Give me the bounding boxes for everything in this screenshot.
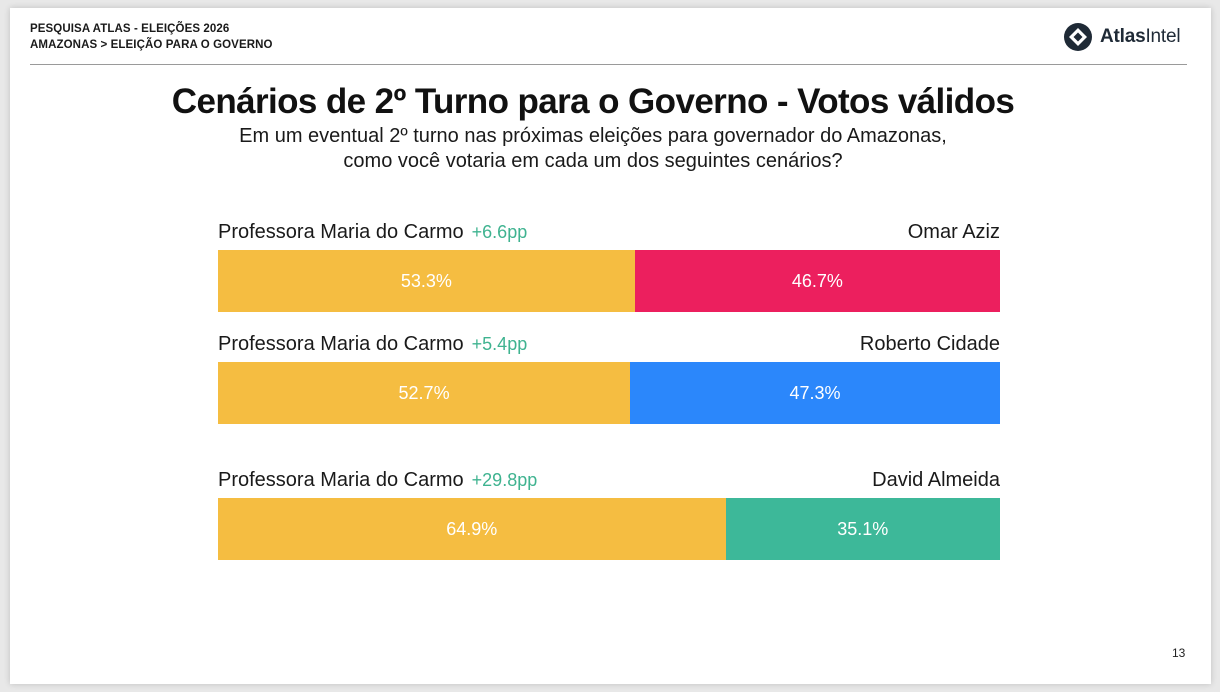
page-number: 13 [1172, 646, 1186, 660]
bar-segment-left: 53.3% [218, 250, 635, 312]
margin-label: +6.6pp [471, 222, 528, 242]
left-candidate-name: Professora Maria do Carmo [218, 333, 464, 355]
margin-label: +5.4pp [471, 334, 528, 354]
bar-segment-right: 47.3% [630, 362, 1000, 424]
scenario-david-almeida: Professora Maria do Carmo +29.8pp David A… [218, 468, 1000, 560]
margin-label: +29.8pp [471, 470, 538, 490]
right-candidate-name: David Almeida [872, 469, 1000, 491]
left-candidate-label: Professora Maria do Carmo +5.4pp [218, 333, 527, 356]
stacked-bar: 52.7% 47.3% [218, 362, 1000, 424]
atlasintel-logo: AtlasIntel [1063, 21, 1181, 53]
scenario-labels: Professora Maria do Carmo +6.6pp Omar Azi… [218, 220, 1000, 246]
left-candidate-label: Professora Maria do Carmo +6.6pp [218, 221, 527, 244]
left-candidate-name: Professora Maria do Carmo [218, 221, 464, 243]
bar-value-left: 52.7% [398, 382, 450, 403]
bar-segment-left: 52.7% [218, 362, 631, 424]
bar-segment-left: 64.9% [218, 498, 726, 560]
logo-text-regular: Intel [1145, 26, 1181, 47]
bar-segment-right: 35.1% [725, 498, 1000, 560]
subtitle-line-1: Em um eventual 2º turno nas próximas ele… [239, 125, 947, 147]
logo-text-bold: Atlas [1100, 26, 1146, 47]
atlasintel-diamond-icon [1064, 23, 1092, 51]
bar-value-right: 47.3% [789, 382, 841, 403]
subtitle-line-2: como você votaria em cada um dos seguint… [343, 150, 843, 172]
chart-title: Cenários de 2º Turno para o Governo - Vo… [171, 82, 1015, 121]
breadcrumb: AMAZONAS > ELEIÇÃO PARA O GOVERNO [30, 39, 273, 51]
left-candidate-label: Professora Maria do Carmo +29.8pp [218, 469, 537, 492]
bar-value-right: 46.7% [791, 270, 843, 291]
scenario-roberto-cidade: Professora Maria do Carmo +5.4pp Roberto … [218, 332, 1000, 424]
survey-name: PESQUISA ATLAS - ELEIÇÕES 2026 [30, 23, 230, 35]
slide: PESQUISA ATLAS - ELEIÇÕES 2026 AMAZONAS … [10, 8, 1211, 684]
scenario-labels: Professora Maria do Carmo +5.4pp Roberto … [218, 332, 1000, 358]
scenario-labels: Professora Maria do Carmo +29.8pp David A… [218, 468, 1000, 494]
header-divider [30, 64, 1187, 65]
logo-text: AtlasIntel [1100, 26, 1181, 48]
stacked-bar: 64.9% 35.1% [218, 498, 1000, 560]
scenario-omar-aziz: Professora Maria do Carmo +6.6pp Omar Azi… [218, 220, 1000, 312]
right-candidate-name: Omar Aziz [907, 221, 1000, 243]
left-candidate-name: Professora Maria do Carmo [218, 469, 464, 491]
bar-value-left: 64.9% [446, 518, 498, 539]
bar-value-right: 35.1% [837, 518, 889, 539]
bar-segment-right: 46.7% [634, 250, 1000, 312]
stacked-bar: 53.3% 46.7% [218, 250, 1000, 312]
right-candidate-name: Roberto Cidade [859, 333, 1000, 355]
bar-value-left: 53.3% [400, 270, 452, 291]
chart-subtitle: Em um eventual 2º turno nas próximas ele… [10, 124, 1176, 174]
